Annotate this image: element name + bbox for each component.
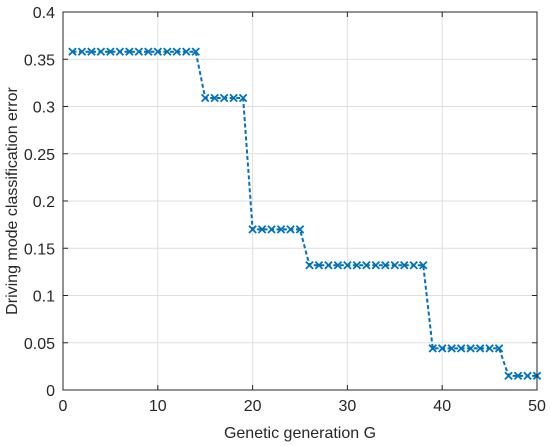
series-layer (68, 47, 542, 381)
data-point-marker (324, 261, 333, 270)
tick-labels: 0 10 20 30 40 50 0 0.05 0.1 0.15 0.2 0.25 0.3 0.35 0.4 (24, 5, 546, 415)
series-line (72, 50, 537, 377)
data-point-marker (134, 47, 144, 56)
data-point-marker (352, 261, 362, 270)
data-point-marker (447, 344, 456, 353)
data-point-marker (381, 261, 390, 270)
data-point-marker (419, 261, 428, 270)
y-tick-label: 0.2 (33, 194, 55, 211)
y-tick-label: 0.4 (33, 5, 55, 22)
data-point-marker (115, 47, 125, 56)
x-tick-label: 40 (433, 398, 451, 415)
x-tick-label: 20 (244, 398, 262, 415)
y-tick-label: 0.35 (24, 52, 55, 69)
data-point-marker (200, 93, 210, 103)
data-point-marker (523, 371, 532, 381)
y-tick-label: 0.05 (24, 336, 55, 353)
data-point-marker (219, 93, 229, 103)
y-tick-label: 0.3 (33, 100, 55, 117)
data-point-marker (314, 261, 324, 270)
data-point-marker (371, 261, 381, 270)
data-point-marker (475, 344, 485, 353)
data-point-marker (144, 47, 153, 56)
data-point-marker (295, 225, 305, 234)
data-point-marker (229, 93, 238, 103)
data-point-marker (466, 344, 475, 353)
data-point-marker (504, 371, 513, 381)
data-point-marker (286, 225, 295, 234)
data-point-marker (305, 261, 314, 270)
data-point-marker (409, 261, 418, 270)
x-tick-label: 10 (149, 398, 167, 415)
data-point-marker (437, 344, 447, 353)
data-point-marker (428, 344, 437, 353)
y-tick-label: 0.25 (24, 147, 55, 164)
data-point-marker (68, 47, 77, 56)
data-point-marker (276, 225, 286, 234)
x-tick-label: 50 (528, 398, 546, 415)
data-point-marker (248, 225, 257, 234)
data-point-marker (513, 371, 523, 381)
x-tick-label: 0 (59, 398, 68, 415)
y-tick-label: 0 (46, 383, 55, 400)
data-point-marker (257, 225, 267, 234)
data-point-marker (267, 225, 276, 234)
data-point-marker (485, 344, 494, 353)
y-tick-label: 0.1 (33, 289, 55, 306)
data-point-marker (96, 47, 106, 56)
x-axis-label: Genetic generation G (224, 425, 376, 442)
data-point-marker (343, 261, 352, 270)
data-point-marker (362, 261, 371, 270)
data-point-marker (456, 344, 466, 353)
data-point-marker (191, 47, 200, 56)
data-point-marker (494, 344, 504, 353)
data-point-marker (172, 47, 181, 56)
data-point-marker (106, 47, 115, 56)
y-axis-label: Driving mode classification error (4, 87, 21, 315)
data-point-marker (400, 261, 409, 270)
data-point-marker (163, 47, 172, 56)
data-point-marker (125, 47, 134, 56)
data-point-marker (182, 47, 191, 56)
data-point-marker (77, 47, 87, 56)
data-point-marker (390, 261, 400, 270)
y-tick-label: 0.15 (24, 241, 55, 258)
data-point-marker (238, 93, 248, 103)
data-point-marker (210, 93, 219, 103)
data-point-marker (333, 261, 343, 270)
x-tick-label: 30 (339, 398, 357, 415)
grid (63, 12, 537, 390)
ticks (62, 11, 538, 391)
data-point-marker (87, 47, 96, 56)
data-point-marker (153, 47, 163, 56)
